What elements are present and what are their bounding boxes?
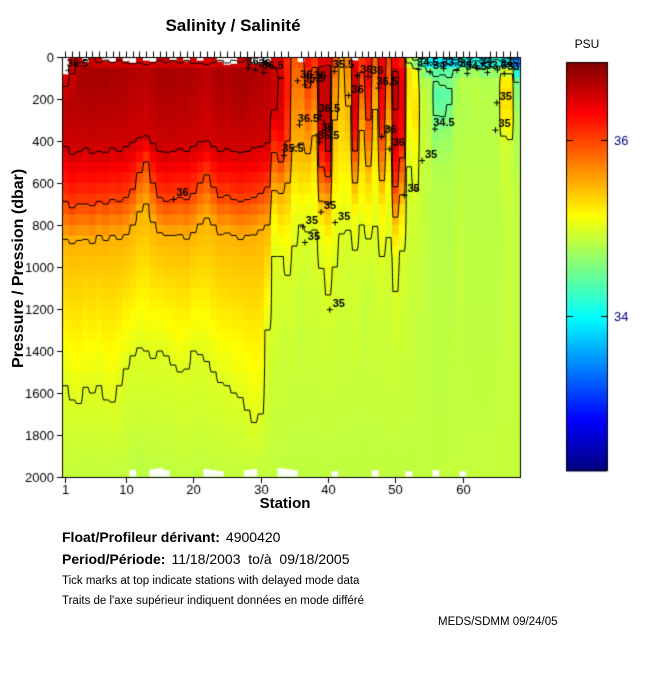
note-delayed-mode-en: Tick marks at top indicate stations with… xyxy=(62,575,360,587)
note-delayed-mode-fr: Traits de l'axe supérieur indiquent donn… xyxy=(62,595,365,607)
colorbar-unit-label: PSU xyxy=(574,37,600,51)
y-axis-title: Pressure / Pression (dbar) xyxy=(10,168,27,368)
float-id-line: Float/Profileur dérivant: 4900420 xyxy=(62,529,280,545)
period-label: Period/Période: xyxy=(62,551,166,567)
float-id-value: 4900420 xyxy=(225,529,281,545)
period-line: Period/Période: 11/18/2003 to/à 09/18/200… xyxy=(62,551,349,567)
x-axis-title: Station xyxy=(259,495,311,512)
chart-title: Salinity / Salinité xyxy=(165,16,301,35)
period-value: 11/18/2003 to/à 09/18/2005 xyxy=(171,551,350,567)
credit-text: MEDS/SDMM 09/24/05 xyxy=(438,616,558,628)
float-id-label: Float/Profileur dérivant: xyxy=(62,529,220,545)
